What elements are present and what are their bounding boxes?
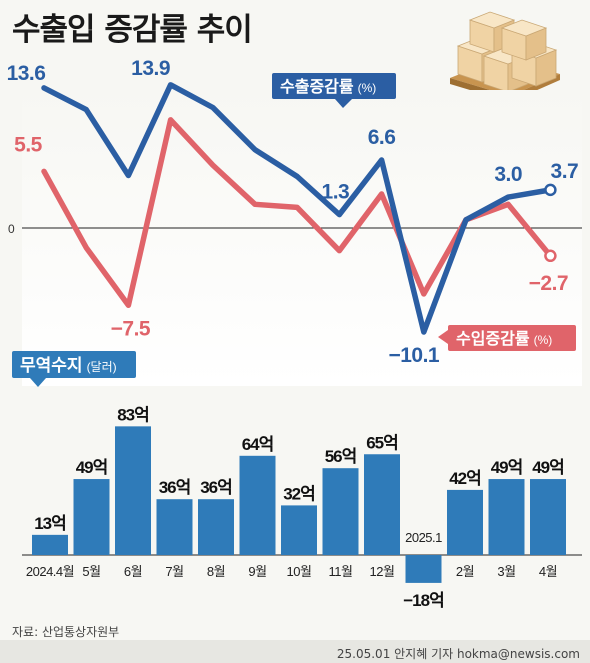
month-tick-label: 2월 bbox=[456, 564, 474, 579]
export-value-label: 1.3 bbox=[322, 181, 350, 204]
import-legend-tag-box bbox=[448, 325, 576, 351]
import-endpoint-marker bbox=[544, 249, 557, 263]
trade-balance-bar bbox=[198, 499, 234, 555]
trade-balance-tag-pointer bbox=[30, 378, 46, 387]
month-tick-label: 9월 bbox=[248, 564, 266, 579]
export-legend-tag-pointer bbox=[335, 99, 352, 108]
trade-balance-value-label: 49억 bbox=[76, 458, 108, 477]
trade-balance-value-label: 64억 bbox=[242, 435, 274, 454]
export-endpoint-marker bbox=[544, 183, 557, 197]
export-legend-tag: 수출증감률 (%) bbox=[272, 73, 396, 108]
export-value-label: 13.9 bbox=[131, 57, 170, 80]
trade-balance-bar bbox=[32, 534, 68, 555]
trade-balance-value-label: 36억 bbox=[200, 478, 232, 497]
import-legend-tag-pointer bbox=[438, 330, 448, 344]
month-tick-label: 5월 bbox=[82, 564, 100, 579]
trade-balance-value-label: 83억 bbox=[117, 405, 149, 424]
trade-balance-value-label: −18억 bbox=[403, 591, 443, 610]
zero-tick-label: 0 bbox=[8, 222, 15, 236]
month-tick-label: 11월 bbox=[329, 564, 353, 579]
trade-balance-bar bbox=[488, 479, 525, 555]
trade-balance-bar bbox=[322, 468, 359, 555]
trade-balance-bar bbox=[405, 555, 442, 583]
month-tick-label: 6월 bbox=[124, 564, 142, 579]
trade-balance-tag: 무역수지 (달러) bbox=[12, 351, 136, 387]
export-rate-line bbox=[41, 82, 554, 335]
footer-bar bbox=[0, 640, 590, 663]
trade-balance-bar bbox=[447, 489, 483, 555]
page-title: 수출입 증감률 추이 bbox=[12, 12, 253, 48]
export-value-label: 3.7 bbox=[551, 160, 579, 183]
trade-balance-bar bbox=[364, 454, 400, 555]
import-legend-tag-text: 수입증감률 (%) bbox=[456, 329, 552, 348]
export-legend-tag-box bbox=[272, 73, 396, 99]
month-tick-label: 4월 bbox=[539, 564, 557, 579]
month-tick-label: 2025.1 bbox=[405, 530, 442, 545]
trade-balance-bar bbox=[281, 505, 317, 555]
trade-balance-bar bbox=[73, 479, 110, 555]
import-value-label: 5.5 bbox=[14, 133, 43, 156]
month-tick-label: 7월 bbox=[165, 564, 183, 579]
trade-balance-bar bbox=[239, 455, 276, 555]
export-value-label: 3.0 bbox=[494, 163, 522, 186]
trade-balance-title: 무역수지 (달러) bbox=[20, 356, 117, 375]
trade-balance-value-label: 65억 bbox=[366, 433, 398, 452]
import-legend-tag: 수입증감률 (%) bbox=[438, 325, 576, 351]
trade-balance-value-label: 49억 bbox=[532, 458, 564, 477]
credit-text: 25.05.01 안지혜 기자 hokma@newsis.com bbox=[336, 647, 580, 661]
month-tick-label: 10월 bbox=[287, 564, 312, 579]
trade-balance-value-label: 42억 bbox=[449, 469, 481, 488]
trade-balance-bar bbox=[115, 426, 151, 555]
cardboard-boxes-on-pallet-icon bbox=[440, 6, 570, 106]
export-value-label: 13.6 bbox=[7, 62, 46, 85]
source-text: 자료: 산업통상자원부 bbox=[12, 625, 120, 639]
trade-balance-value-label: 32억 bbox=[283, 484, 315, 503]
month-tick-label: 2024.4월 bbox=[26, 564, 74, 579]
month-tick-label: 12월 bbox=[370, 564, 395, 579]
trade-balance-value-label: 49억 bbox=[491, 458, 523, 477]
trade-balance-bar bbox=[530, 479, 566, 555]
export-legend-tag-text: 수출증감률 (%) bbox=[280, 77, 376, 96]
trade-balance-tag-box bbox=[12, 351, 136, 378]
export-value-label: 6.6 bbox=[368, 126, 396, 149]
trade-balance-value-label: 36억 bbox=[159, 478, 191, 497]
trade-balance-value-label: 56억 bbox=[325, 447, 357, 466]
trade-charts: 0 5.5 −7.5 −2.7 13.6 13.9 1.3 6.6 −10.1 3.0 3.7 수출증… bbox=[7, 57, 582, 610]
export-value-label: −10.1 bbox=[388, 344, 439, 367]
trade-balance-value-label: 13억 bbox=[34, 514, 66, 533]
trade-balance-bar bbox=[156, 499, 193, 555]
import-value-label: −2.7 bbox=[529, 272, 568, 295]
month-tick-label: 3월 bbox=[497, 564, 515, 579]
month-tick-label: 8월 bbox=[207, 564, 225, 579]
import-value-label: −7.5 bbox=[111, 317, 151, 340]
